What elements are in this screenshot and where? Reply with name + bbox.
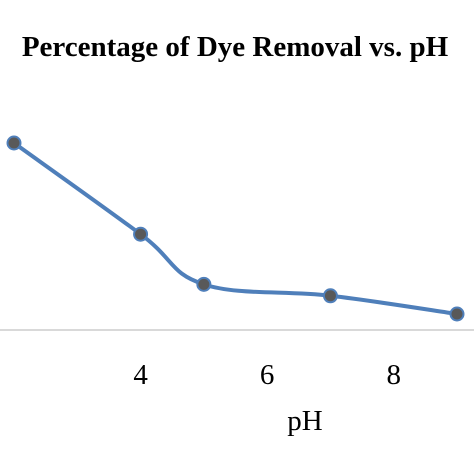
series-line — [12, 141, 458, 316]
data-point-marker — [322, 288, 338, 304]
data-point-marker — [449, 306, 465, 322]
data-point-marker — [133, 226, 149, 242]
x-tick-label: 8 — [386, 359, 401, 391]
x-tick-label: 6 — [260, 359, 275, 391]
x-tick-label: 4 — [133, 359, 148, 391]
x-axis-label: pH — [287, 405, 323, 437]
x-tick-labels: 4 6 8 — [133, 359, 401, 391]
data-point-marker — [6, 135, 22, 151]
chart-title: Percentage of Dye Removal vs. pH — [22, 31, 449, 63]
data-markers — [6, 135, 465, 322]
data-point-marker — [196, 276, 212, 292]
